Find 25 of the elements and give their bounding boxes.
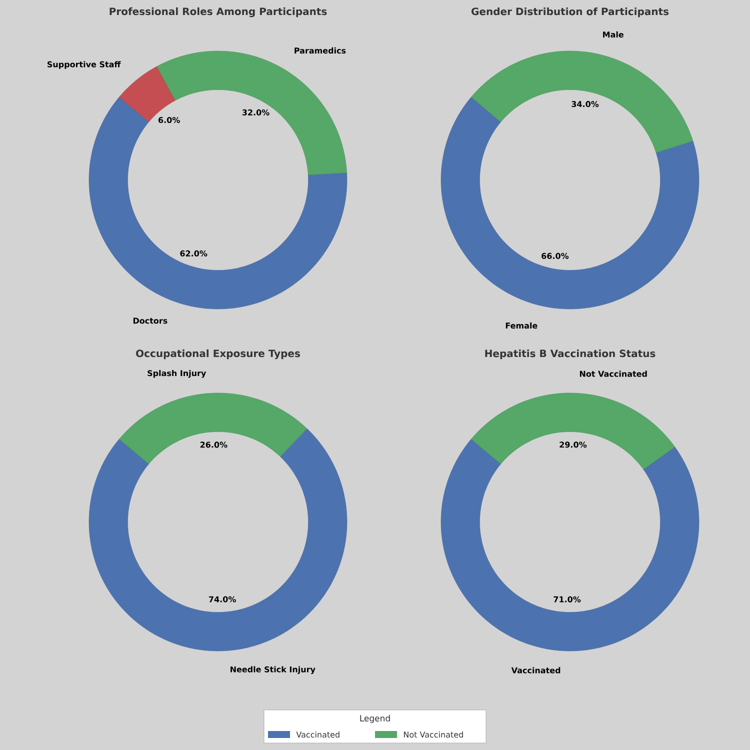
data-label: 74.0%: [208, 596, 236, 602]
data-label: 29.0%: [560, 442, 587, 448]
data-label: 62.0%: [180, 250, 208, 256]
slice-label: Not Vaccinated: [580, 370, 647, 377]
slice-label: Needle Stick Injury: [230, 666, 316, 674]
data-label: 66.0%: [542, 252, 569, 259]
chart-title: Gender Distribution of Participants: [472, 7, 669, 18]
data-label: 6.0%: [158, 116, 180, 124]
slice-label: Female: [506, 322, 538, 329]
data-label: 32.0%: [242, 109, 270, 116]
data-label: 34.0%: [572, 101, 599, 108]
slice-label: Supportive Staff: [47, 61, 121, 69]
chart-title: Occupational Exposure Types: [136, 349, 300, 360]
slice-label: Vaccinated: [511, 667, 560, 674]
slice-label: Paramedics: [294, 47, 346, 54]
slice-label: Doctors: [133, 318, 168, 324]
slice-label: Male: [603, 31, 624, 38]
chart-title: Professional Roles Among Participants: [110, 7, 327, 18]
legend-title: Legend: [360, 714, 390, 724]
legend-label: Not Vaccinated: [404, 731, 463, 738]
slice-label: Splash Injury: [148, 370, 206, 378]
data-label: 26.0%: [200, 442, 228, 448]
data-label: 71.0%: [554, 596, 581, 602]
legend-label: Vaccinated: [296, 731, 340, 738]
chart-title: Hepatitis B Vaccination Status: [485, 349, 656, 360]
